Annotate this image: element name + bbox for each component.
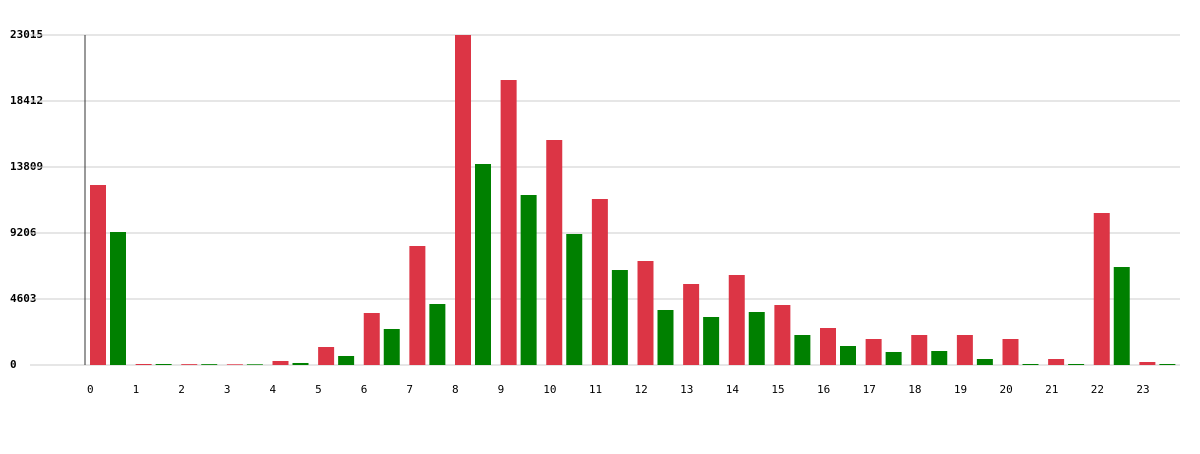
- bar: [338, 355, 355, 365]
- x-tick-label: 23: [1136, 383, 1149, 396]
- x-tick-label: 10: [543, 383, 556, 396]
- bar: [546, 140, 563, 365]
- bar: [820, 328, 836, 365]
- x-tick-label: 13: [680, 383, 693, 396]
- x-tick-label: 11: [589, 383, 602, 396]
- x-tick-label: 20: [1000, 383, 1013, 396]
- bar: [520, 195, 537, 365]
- x-tick-label: 9: [498, 383, 505, 396]
- bar: [363, 313, 380, 365]
- bar: [500, 80, 517, 365]
- y-tick-label: 23015: [10, 28, 43, 41]
- x-tick-label: 1: [133, 383, 140, 396]
- x-tick-label: 7: [406, 383, 413, 396]
- bar: [201, 364, 218, 365]
- x-tick-label: 17: [863, 383, 876, 396]
- x-tick-label: 14: [726, 383, 740, 396]
- bar: [135, 363, 152, 365]
- x-tick-label: 16: [817, 383, 830, 396]
- bar: [1022, 363, 1039, 365]
- bar: [429, 304, 446, 365]
- bar: [1113, 267, 1130, 365]
- bar: [728, 274, 745, 365]
- bar: [794, 335, 811, 365]
- bar: [455, 35, 471, 365]
- x-tick-label: 5: [315, 383, 322, 396]
- bar: [931, 351, 948, 365]
- bar: [318, 347, 335, 365]
- bar: [840, 346, 856, 365]
- bar: [885, 351, 902, 365]
- bar: [976, 359, 993, 365]
- bar: [748, 312, 765, 365]
- bar: [1093, 213, 1110, 365]
- x-tick-label: 2: [178, 383, 185, 396]
- x-tick-label: 6: [361, 383, 368, 396]
- bar: [181, 364, 198, 365]
- bar: [657, 309, 674, 365]
- bar: [110, 232, 126, 365]
- y-tick-label: 0: [10, 358, 17, 371]
- bar: [1068, 363, 1085, 365]
- bar: [611, 270, 628, 365]
- bar: [272, 360, 289, 365]
- bar: [865, 339, 882, 365]
- bar: [956, 335, 973, 365]
- x-tick-label: 15: [771, 383, 784, 396]
- x-tick-label: 8: [452, 383, 459, 396]
- bar: [1159, 363, 1176, 365]
- bar: [637, 261, 654, 365]
- bar: [226, 364, 243, 365]
- bar: [292, 362, 309, 365]
- bar: [591, 199, 608, 365]
- x-tick-label: 4: [270, 383, 277, 396]
- bar: [774, 305, 791, 365]
- bar: [90, 185, 106, 365]
- bar: [1048, 359, 1065, 365]
- x-tick-label: 3: [224, 383, 231, 396]
- y-tick-label: 4603: [10, 292, 37, 305]
- bar: [1139, 362, 1156, 365]
- y-tick-label: 13809: [10, 160, 43, 173]
- x-tick-label: 19: [954, 383, 967, 396]
- y-tick-label: 9206: [10, 226, 37, 239]
- bar: [475, 164, 491, 365]
- x-tick-label: 0: [87, 383, 94, 396]
- bar: [409, 246, 426, 365]
- bar: [911, 335, 928, 365]
- x-tick-label: 12: [635, 383, 648, 396]
- bar: [703, 316, 720, 365]
- x-tick-label: 22: [1091, 383, 1104, 396]
- bar: [683, 284, 700, 365]
- bar: [566, 234, 583, 365]
- x-tick-label: 21: [1045, 383, 1058, 396]
- x-tick-label: 18: [908, 383, 921, 396]
- bar: [1002, 339, 1019, 365]
- bar: [383, 328, 400, 365]
- y-tick-label: 18412: [10, 94, 43, 107]
- bar: [246, 364, 263, 365]
- bar: [155, 363, 172, 365]
